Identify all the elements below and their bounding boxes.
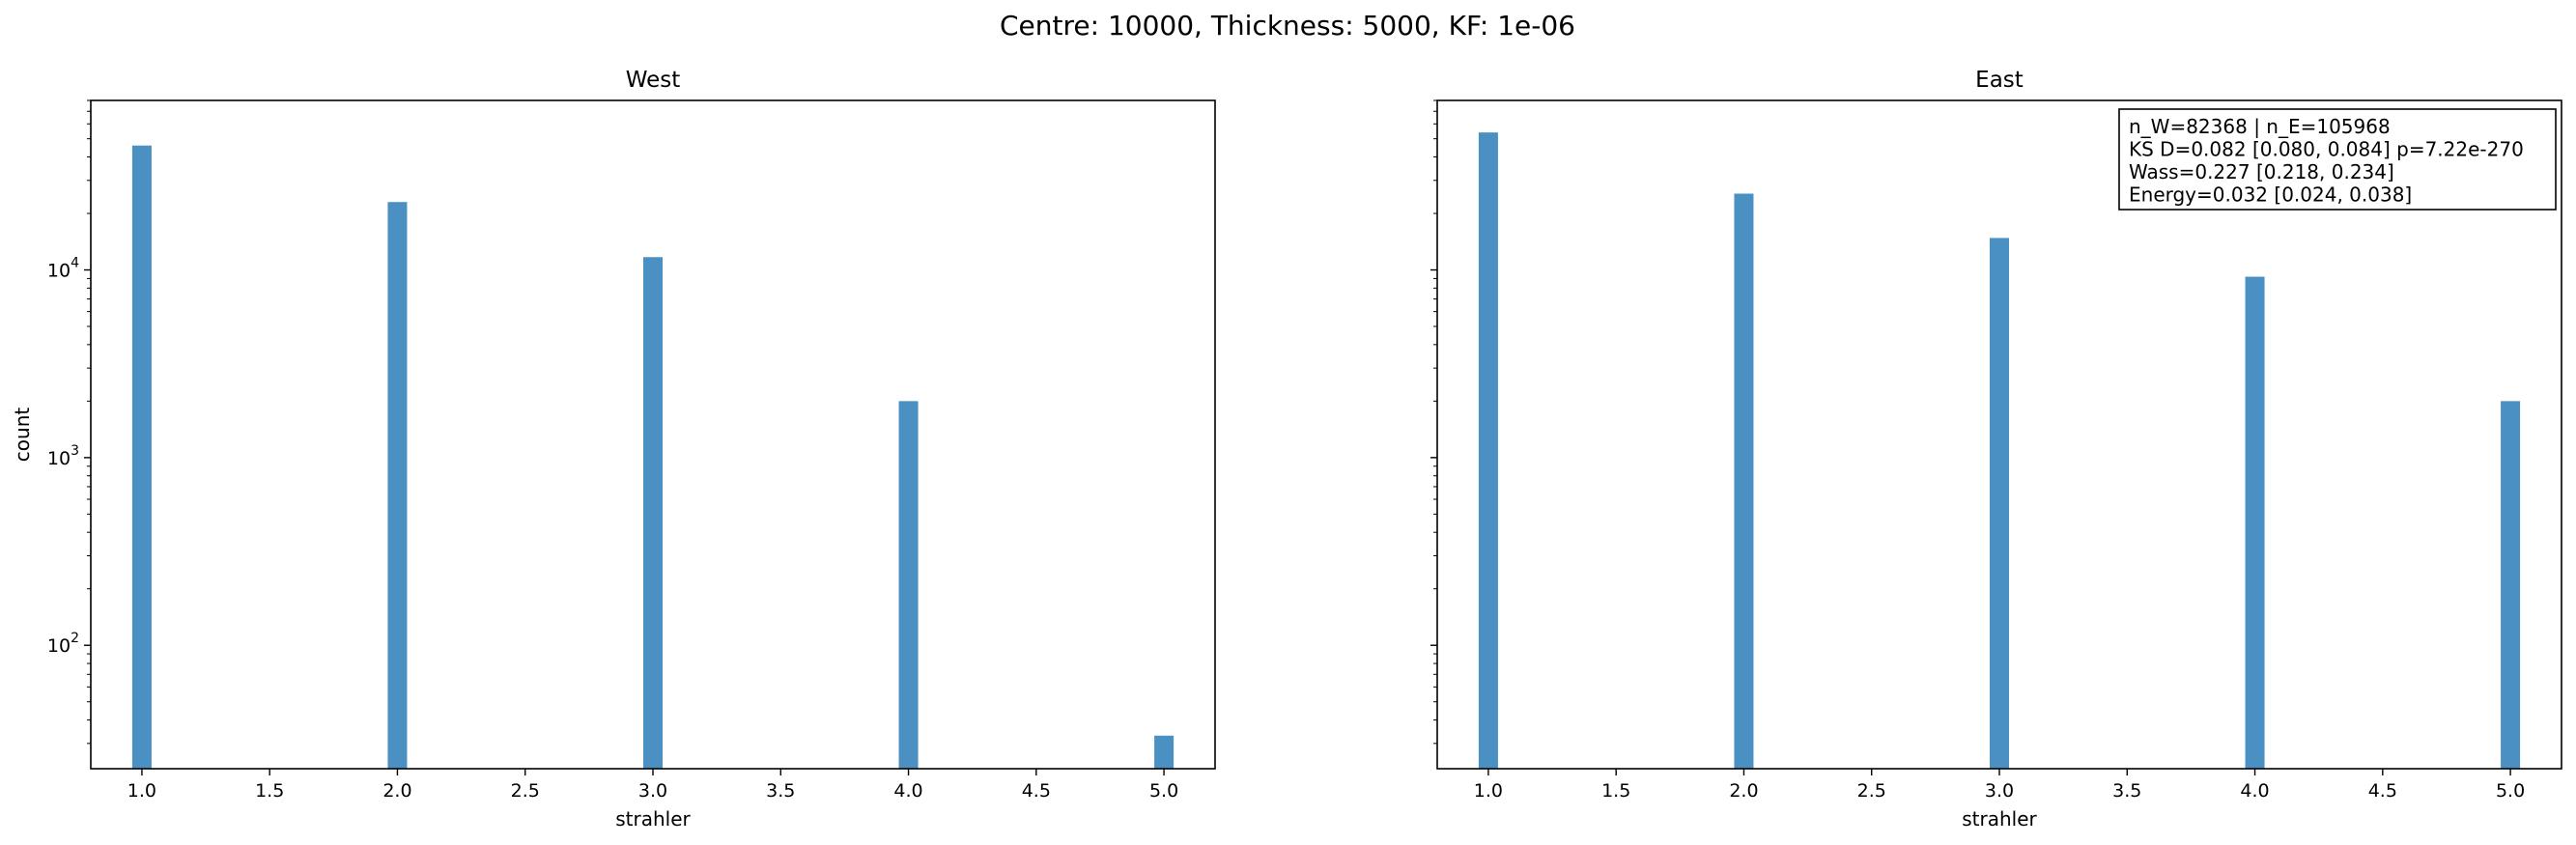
y-tick-exponent: 3 xyxy=(71,443,79,459)
x-axis-label: strahler xyxy=(1962,807,2037,831)
x-tick-label: 2.0 xyxy=(382,780,411,802)
axes-title: West xyxy=(626,68,681,93)
y-tick-label: 103 xyxy=(47,443,79,469)
histogram-bar xyxy=(387,202,408,769)
x-tick-label: 5.0 xyxy=(1149,780,1178,802)
histogram-bar xyxy=(898,401,919,769)
east-axes: East 1.0 1.5 2.0 2.5 3.0 3.5 4.0 4.5 5.0 strahler n… xyxy=(1430,68,2562,831)
histogram-bar xyxy=(1734,193,1754,770)
x-tick-label: 4.0 xyxy=(2240,780,2269,802)
y-tick-label: 104 xyxy=(47,256,79,282)
histogram-bar xyxy=(131,145,152,769)
x-tick-label: 1.0 xyxy=(127,780,156,802)
x-tick-label: 5.0 xyxy=(2496,780,2525,802)
histogram-bar xyxy=(1478,132,1498,769)
axes-title: East xyxy=(1975,68,2024,93)
stats-line: KS D=0.082 [0.080, 0.084] p=7.22e-270 xyxy=(2129,138,2524,161)
x-tick-label: 4.5 xyxy=(1022,780,1051,802)
x-tick-label: 3.5 xyxy=(766,780,795,802)
y-tick-base: 10 xyxy=(47,635,71,657)
x-tick-label: 3.5 xyxy=(2112,780,2141,802)
x-tick-label: 1.5 xyxy=(255,780,284,802)
y-axis-label: count xyxy=(11,408,34,463)
x-tick-label: 2.0 xyxy=(1729,780,1758,802)
stats-line: n_W=82368 | n_E=105968 xyxy=(2129,115,2391,138)
histogram-bar xyxy=(1154,735,1175,769)
stats-line: Wass=0.227 [0.218, 0.234] xyxy=(2129,160,2394,183)
x-axis-label: strahler xyxy=(615,807,691,831)
x-tick-label: 3.0 xyxy=(638,780,667,802)
figure-suptitle: Centre: 10000, Thickness: 5000, KF: 1e-0… xyxy=(1000,10,1575,42)
y-tick-base: 10 xyxy=(47,448,71,469)
y-tick-base: 10 xyxy=(47,261,71,282)
x-tick-label: 1.0 xyxy=(1474,780,1503,802)
x-tick-label: 1.5 xyxy=(1601,780,1630,802)
x-tick-label: 3.0 xyxy=(1985,780,2014,802)
y-tick-exponent: 4 xyxy=(71,256,79,271)
x-tick-label: 2.5 xyxy=(511,780,540,802)
y-tick-label: 102 xyxy=(47,631,79,657)
x-tick-label: 2.5 xyxy=(1857,780,1886,802)
x-tick-label: 4.0 xyxy=(893,780,922,802)
histogram-bar xyxy=(2245,276,2265,769)
y-tick-exponent: 2 xyxy=(71,631,79,646)
histogram-bar xyxy=(1990,238,2009,770)
stats-line: Energy=0.032 [0.024, 0.038] xyxy=(2129,183,2412,207)
histogram-bar xyxy=(643,257,663,769)
histogram-bar xyxy=(2501,401,2521,769)
stats-box xyxy=(2118,108,2557,211)
x-tick-label: 4.5 xyxy=(2368,780,2397,802)
